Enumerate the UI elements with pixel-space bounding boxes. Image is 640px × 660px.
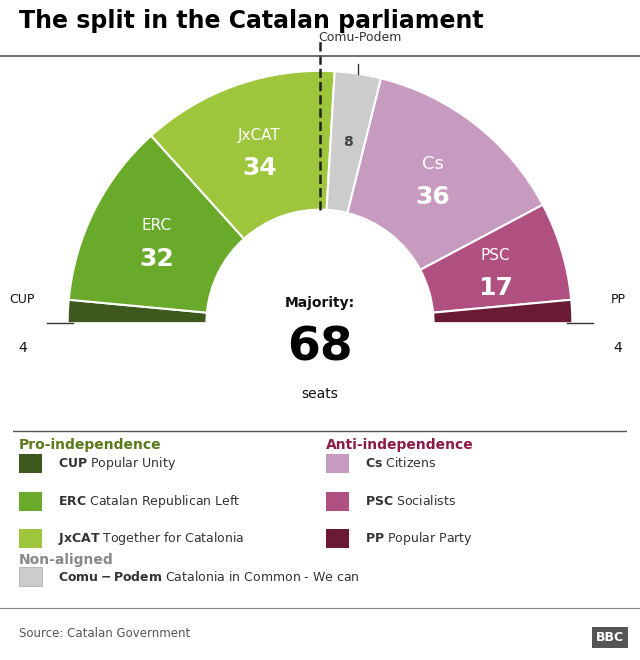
Text: Non-aligned: Non-aligned [19, 552, 114, 566]
Text: $\bf{PSC}$ Socialists: $\bf{PSC}$ Socialists [365, 494, 456, 508]
Wedge shape [348, 79, 543, 270]
Text: 4: 4 [18, 341, 27, 355]
Text: CUP: CUP [10, 292, 35, 306]
Text: JxCAT: JxCAT [238, 128, 281, 143]
Text: Majority:: Majority: [285, 296, 355, 310]
Text: BBC: BBC [596, 631, 624, 644]
Wedge shape [207, 210, 433, 323]
FancyBboxPatch shape [19, 567, 42, 586]
Text: Source: Catalan Government: Source: Catalan Government [19, 627, 191, 640]
FancyBboxPatch shape [19, 492, 42, 511]
Text: 17: 17 [478, 277, 513, 300]
FancyBboxPatch shape [19, 529, 42, 548]
Bar [4, 323, 636, 462]
Text: $\bf{CUP}$ Popular Unity: $\bf{CUP}$ Popular Unity [58, 455, 176, 472]
Text: Comu-Podem: Comu-Podem [318, 30, 402, 44]
Text: $\bf{JxCAT}$ Together for Catalonia: $\bf{JxCAT}$ Together for Catalonia [58, 531, 244, 547]
Wedge shape [68, 136, 244, 313]
Text: ERC: ERC [141, 218, 172, 234]
Text: Anti-independence: Anti-independence [326, 438, 474, 451]
Wedge shape [151, 71, 335, 239]
Text: 32: 32 [139, 247, 174, 271]
FancyBboxPatch shape [326, 529, 349, 548]
Text: The split in the Catalan parliament: The split in the Catalan parliament [19, 9, 484, 33]
Text: $\bf{Cs}$ Citizens: $\bf{Cs}$ Citizens [365, 456, 436, 471]
Text: PSC: PSC [481, 248, 510, 263]
FancyBboxPatch shape [326, 454, 349, 473]
Text: Pro-independence: Pro-independence [19, 438, 161, 451]
Text: $\bf{PP}$ Popular Party: $\bf{PP}$ Popular Party [365, 531, 473, 547]
Text: $\bf{Comu-Podem}$ Catalonia in Common - We can: $\bf{Comu-Podem}$ Catalonia in Common - … [58, 570, 360, 583]
Text: $\bf{ERC}$ Catalan Republican Left: $\bf{ERC}$ Catalan Republican Left [58, 492, 240, 510]
Wedge shape [420, 205, 572, 313]
Wedge shape [326, 71, 381, 213]
Wedge shape [68, 300, 207, 323]
Text: 8: 8 [342, 135, 353, 149]
Text: 4: 4 [613, 341, 622, 355]
FancyBboxPatch shape [19, 454, 42, 473]
Text: 68: 68 [287, 326, 353, 371]
FancyBboxPatch shape [326, 492, 349, 511]
Text: seats: seats [301, 387, 339, 401]
Text: 34: 34 [242, 156, 277, 180]
Text: 36: 36 [415, 185, 450, 209]
Text: PP: PP [611, 292, 625, 306]
Text: Cs: Cs [422, 155, 444, 173]
Wedge shape [433, 300, 572, 323]
